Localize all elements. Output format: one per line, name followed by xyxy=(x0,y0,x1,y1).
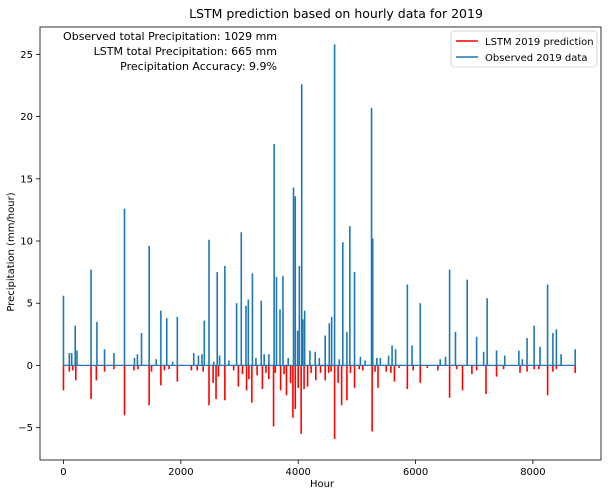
y-tick-label: 20 xyxy=(20,112,33,123)
series-layer xyxy=(62,44,576,439)
x-axis-label: Hour xyxy=(310,479,335,490)
y-axis-label: Precipitation (mm/hour) xyxy=(6,192,17,311)
annotation-lstm-total: LSTM total Precipitation: 665 mm xyxy=(94,45,277,58)
axes-frame xyxy=(39,26,602,461)
annotation-observed-total: Observed total Precipitation: 1029 mm xyxy=(63,30,277,43)
y-tick-label: −5 xyxy=(18,423,33,434)
legend-label-lstm-prediction: LSTM 2019 prediction xyxy=(485,37,594,48)
x-tick-label: 4000 xyxy=(285,467,310,478)
legend-label-observed-data: Observed 2019 data xyxy=(485,53,587,64)
y-tick-label: 25 xyxy=(20,50,33,61)
legend-box xyxy=(450,30,598,68)
x-axis-ticks: 0 2000 4000 6000 8000 xyxy=(60,460,546,478)
x-tick-label: 6000 xyxy=(403,467,428,478)
x-tick-label: 0 xyxy=(60,467,66,478)
y-tick-label: 15 xyxy=(20,174,33,185)
y-tick-label: 0 xyxy=(27,361,33,372)
y-tick-label: 10 xyxy=(20,237,33,248)
x-tick-label: 2000 xyxy=(168,467,193,478)
legend: LSTM 2019 prediction Observed 2019 data xyxy=(450,30,598,68)
chart-title: LSTM prediction based on hourly data for… xyxy=(189,6,483,21)
x-tick-label: 8000 xyxy=(520,467,545,478)
annotation-accuracy: Precipitation Accuracy: 9.9% xyxy=(120,60,277,73)
y-tick-label: 5 xyxy=(27,299,33,310)
y-axis-ticks: −5 0 5 10 15 20 25 xyxy=(18,50,40,434)
series-observed-data xyxy=(62,44,576,367)
